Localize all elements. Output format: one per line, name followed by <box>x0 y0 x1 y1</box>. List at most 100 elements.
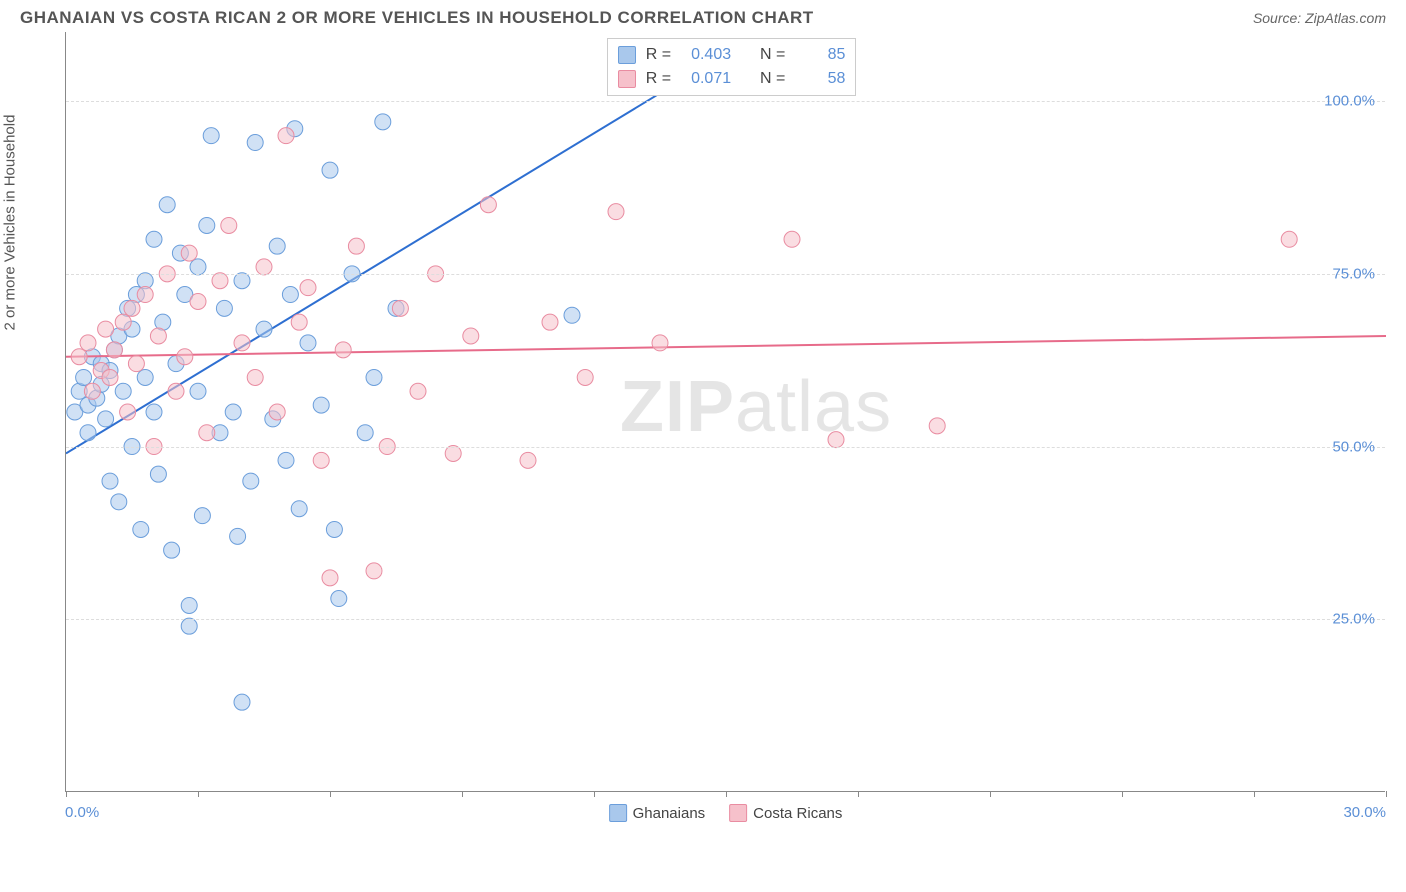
scatter-point <box>67 404 83 420</box>
scatter-point <box>269 404 285 420</box>
scatter-point <box>190 293 206 309</box>
scatter-point <box>93 356 109 372</box>
r-value: 0.071 <box>681 67 731 91</box>
scatter-point <box>177 349 193 365</box>
scatter-point <box>463 328 479 344</box>
n-label: N = <box>760 67 785 91</box>
y-tick-label: 100.0% <box>1324 93 1375 110</box>
scatter-point <box>128 356 144 372</box>
x-tick <box>1386 791 1387 797</box>
scatter-point <box>76 369 92 385</box>
y-tick-label: 25.0% <box>1332 611 1375 628</box>
scatter-point <box>313 397 329 413</box>
scatter-point <box>348 238 364 254</box>
scatter-point <box>89 390 105 406</box>
scatter-point <box>313 452 329 468</box>
scatter-point <box>80 425 96 441</box>
regression-line <box>66 67 704 454</box>
y-axis-title: 2 or more Vehicles in Household <box>2 115 19 331</box>
scatter-point <box>300 280 316 296</box>
scatter-point <box>137 287 153 303</box>
scatter-point <box>212 273 228 289</box>
legend-item: Costa Ricans <box>729 804 842 822</box>
scatter-point <box>93 376 109 392</box>
scatter-point <box>828 432 844 448</box>
scatter-point <box>71 349 87 365</box>
x-tick <box>198 791 199 797</box>
scatter-svg <box>66 32 1386 792</box>
bottom-legend: Ghanaians Costa Ricans <box>609 804 843 822</box>
scatter-point <box>190 259 206 275</box>
scatter-point <box>194 508 210 524</box>
scatter-point <box>102 369 118 385</box>
watermark-light: atlas <box>735 367 892 447</box>
watermark-bold: ZIP <box>620 367 735 447</box>
scatter-point <box>291 501 307 517</box>
grid-line <box>66 101 1385 102</box>
scatter-point <box>608 204 624 220</box>
scatter-point <box>106 342 122 358</box>
legend-label: Ghanaians <box>633 805 706 822</box>
scatter-point <box>234 273 250 289</box>
scatter-point <box>234 335 250 351</box>
scatter-point <box>234 694 250 710</box>
x-axis-labels: 0.0% GhanaiansCosta Ricans 30.0% <box>65 804 1386 828</box>
x-min-label: 0.0% <box>65 804 99 821</box>
scatter-point <box>278 452 294 468</box>
scatter-point <box>784 231 800 247</box>
scatter-point <box>124 321 140 337</box>
scatter-point <box>243 473 259 489</box>
scatter-point <box>155 314 171 330</box>
plot-area: ZIPatlas R =0.403 N =85R =0.071 N =58 25… <box>65 32 1385 792</box>
stats-row: R =0.071 N =58 <box>618 67 846 91</box>
scatter-point <box>564 307 580 323</box>
scatter-point <box>80 397 96 413</box>
scatter-point <box>375 114 391 130</box>
x-tick <box>66 791 67 797</box>
scatter-point <box>652 335 668 351</box>
scatter-point <box>278 128 294 144</box>
legend-swatch <box>609 804 627 822</box>
x-tick <box>858 791 859 797</box>
scatter-point <box>230 528 246 544</box>
grid-line <box>66 447 1385 448</box>
scatter-point <box>120 300 136 316</box>
x-tick <box>330 791 331 797</box>
scatter-point <box>84 383 100 399</box>
stats-swatch <box>618 46 636 64</box>
scatter-point <box>269 238 285 254</box>
stats-row: R =0.403 N =85 <box>618 43 846 67</box>
scatter-point <box>335 342 351 358</box>
r-label: R = <box>646 43 671 67</box>
scatter-point <box>291 314 307 330</box>
scatter-point <box>98 321 114 337</box>
scatter-point <box>357 425 373 441</box>
scatter-point <box>146 404 162 420</box>
scatter-point <box>199 217 215 233</box>
scatter-point <box>221 217 237 233</box>
r-value: 0.403 <box>681 43 731 67</box>
scatter-point <box>98 411 114 427</box>
regression-line <box>66 336 1386 357</box>
scatter-point <box>225 404 241 420</box>
scatter-point <box>929 418 945 434</box>
scatter-point <box>256 259 272 275</box>
scatter-point <box>71 383 87 399</box>
scatter-point <box>247 135 263 151</box>
grid-line <box>66 619 1385 620</box>
scatter-point <box>124 300 140 316</box>
scatter-point <box>410 383 426 399</box>
scatter-point <box>1281 231 1297 247</box>
x-tick <box>594 791 595 797</box>
scatter-point <box>168 383 184 399</box>
grid-line <box>66 274 1385 275</box>
scatter-point <box>212 425 228 441</box>
scatter-point <box>326 521 342 537</box>
scatter-point <box>265 411 281 427</box>
scatter-point <box>216 300 232 316</box>
x-tick <box>1254 791 1255 797</box>
n-label: N = <box>760 43 785 67</box>
scatter-point <box>102 363 118 379</box>
stats-box: R =0.403 N =85R =0.071 N =58 <box>607 38 857 96</box>
chart-container: 2 or more Vehicles in Household ZIPatlas… <box>20 32 1386 828</box>
